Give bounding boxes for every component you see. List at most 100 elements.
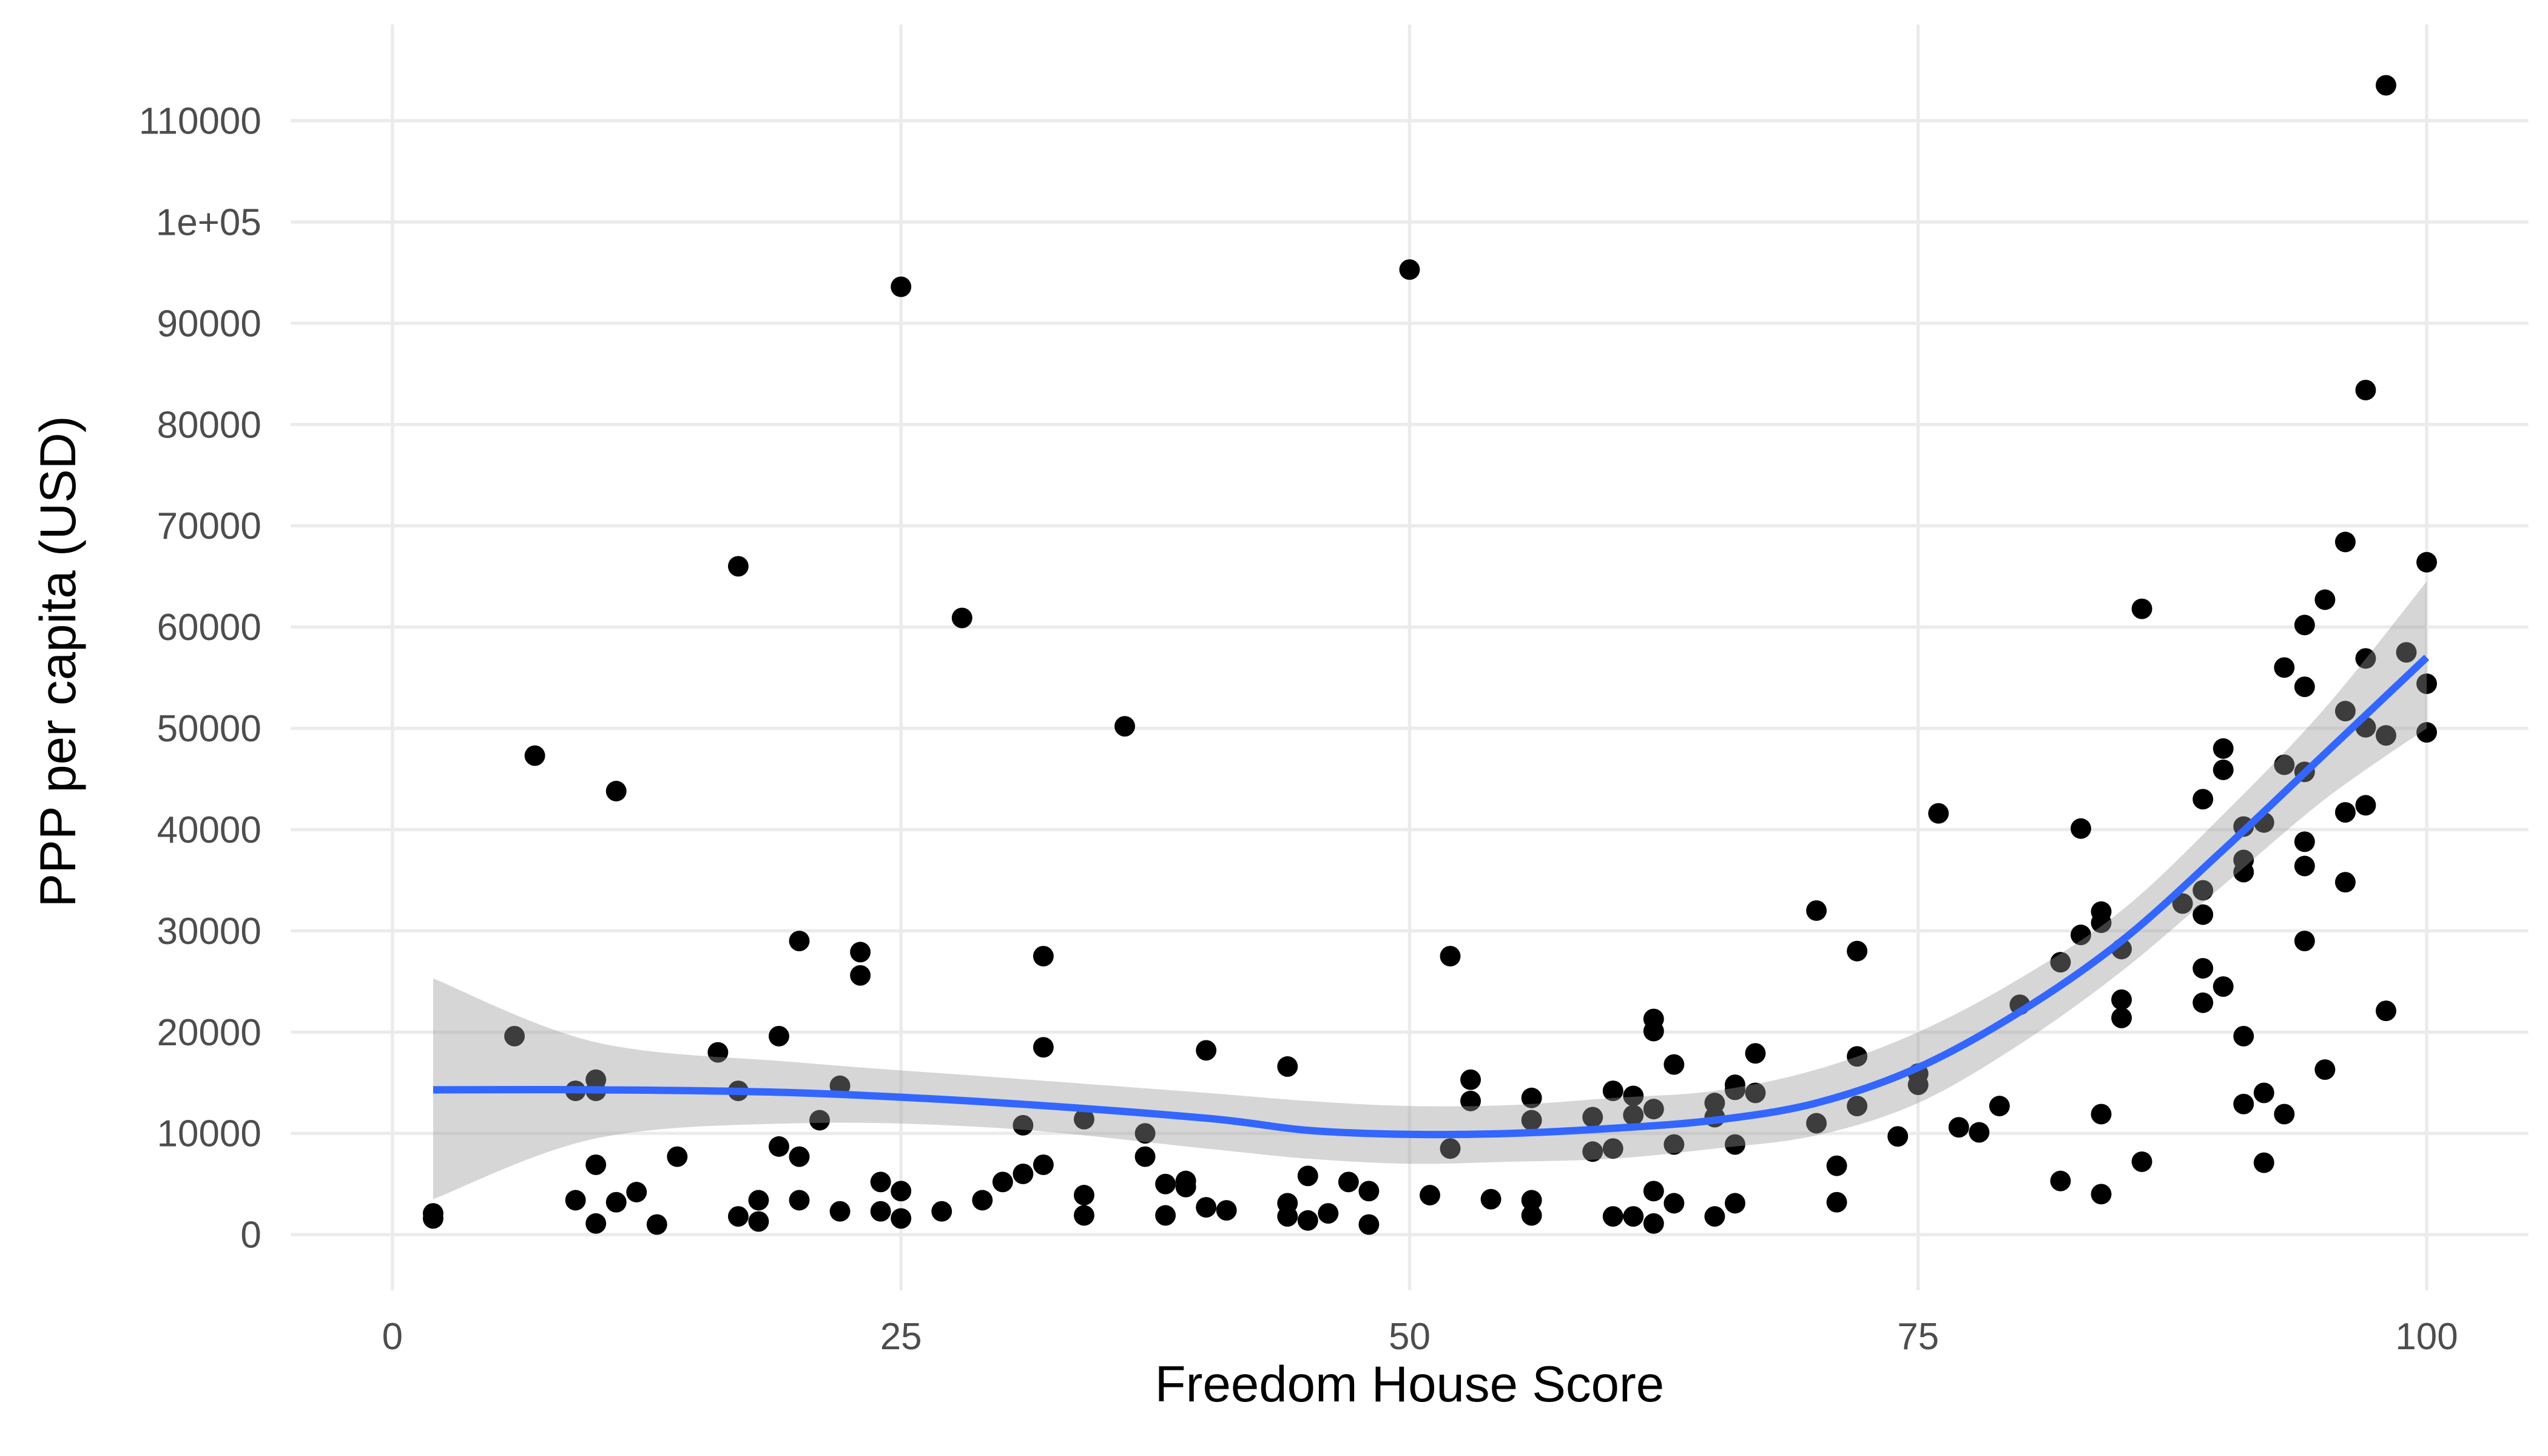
point [972,1190,993,1210]
point [2335,531,2356,552]
point [2071,818,2091,839]
point [606,781,627,801]
point [728,1206,749,1227]
point [423,1208,443,1228]
point [1643,1021,1664,1042]
point [2233,1026,2254,1046]
y-axis-title: PPP per capita (USD) [29,416,86,907]
point [1358,1214,1379,1235]
point [1298,1165,1318,1186]
point [1155,1174,1176,1195]
point [1399,259,1420,280]
chart: 0100002000030000400005000060000700008000… [0,0,2548,1456]
point [2335,802,2356,823]
point [2314,1059,2335,1080]
point [1928,803,1949,824]
point [2213,760,2234,780]
point [1176,1177,1196,1198]
point [1989,1096,2010,1116]
x-tick-label: 25 [880,1316,922,1358]
point [2294,856,2315,877]
point [1440,946,1461,966]
point [1420,1185,1440,1205]
point [2192,958,2213,979]
y-tick-label: 20000 [157,1012,261,1054]
point [2254,1082,2274,1103]
point [769,1026,789,1046]
point [2192,993,2213,1013]
point [1277,1056,1298,1077]
x-tick-label: 100 [2395,1316,2458,1358]
point [748,1190,769,1210]
point [2213,976,2234,997]
point [1196,1040,1216,1060]
point [871,1171,891,1192]
point [2132,1151,2152,1172]
point [1277,1206,1298,1227]
point [2132,599,2152,619]
x-tick-label: 75 [1897,1316,1939,1358]
point [1847,941,1867,962]
point [2355,795,2376,815]
point [2294,615,2315,635]
point [2213,738,2234,759]
point [647,1214,667,1235]
point [1196,1197,1216,1218]
point [626,1182,647,1202]
point [2274,1104,2294,1125]
point [1481,1189,1502,1210]
point [1033,1154,1054,1175]
point [2294,931,2315,951]
point [1460,1070,1481,1090]
point [1114,716,1135,736]
point [2091,1104,2112,1125]
point [1887,1126,1908,1147]
y-tick-label: 60000 [157,607,261,649]
point [2355,380,2376,400]
point [2376,1000,2396,1021]
point [667,1147,687,1167]
y-tick-label: 10000 [157,1113,261,1155]
point [2192,789,2213,809]
point [1623,1206,1643,1227]
y-tick-label: 40000 [157,809,261,851]
point [1725,1193,1745,1213]
point [1806,900,1827,921]
point [2376,75,2396,96]
point [2233,1094,2254,1114]
point [1603,1206,1623,1227]
point [606,1192,627,1213]
x-axis-title: Freedom House Score [1155,1355,1665,1412]
point [2254,1153,2274,1173]
point [952,608,972,629]
point [789,1190,810,1210]
point [1033,946,1054,966]
point [585,1154,606,1175]
point [891,1208,911,1228]
x-tick-label: 50 [1389,1316,1431,1358]
point [993,1171,1013,1192]
point [2314,590,2335,610]
y-tick-label: 1e+05 [156,201,261,243]
point [769,1136,789,1157]
point [871,1201,891,1222]
point [2051,1171,2071,1191]
point [891,1181,911,1201]
point [2294,831,2315,852]
point [2416,552,2437,573]
point [2111,989,2132,1010]
point [1155,1205,1176,1225]
point [1663,1193,1684,1213]
point [1643,1213,1664,1234]
point [1745,1043,1766,1063]
point [891,277,911,297]
y-tick-label: 0 [240,1215,261,1256]
y-tick-label: 30000 [157,911,261,952]
point [1663,1054,1684,1075]
point [1013,1164,1033,1184]
point [2335,872,2356,892]
x-tick-label: 0 [382,1316,403,1358]
point [789,1147,810,1167]
point [1074,1185,1094,1205]
point [2294,676,2315,697]
